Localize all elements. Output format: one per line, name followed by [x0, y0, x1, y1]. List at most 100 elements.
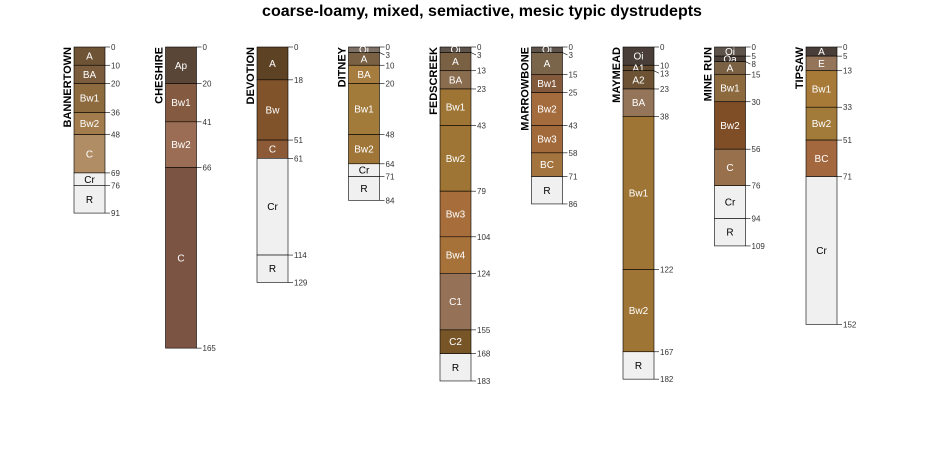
depth-label: 91 [111, 209, 120, 218]
profile-name: CHESHIRE [154, 47, 166, 104]
depth-label: 10 [111, 61, 120, 70]
profile-fedscreek: FEDSCREEK OiA BA Bw1 Bw2 Bw3 Bw4 C1 C2 R 03 13 23 43 7… [428, 43, 491, 386]
horizon-label: BA [632, 98, 646, 109]
depth-label: 51 [843, 136, 852, 145]
horizon-bc [805, 139, 838, 177]
horizon-label: Bw2 [720, 121, 740, 132]
depth-label: 76 [752, 182, 761, 191]
horizon-label: C [269, 145, 276, 156]
depth-label: 48 [386, 131, 395, 140]
depth-label: 0 [569, 43, 574, 52]
depth-label: 41 [203, 118, 212, 127]
horizon-label: C [726, 163, 733, 174]
depth-label: 25 [569, 89, 578, 98]
depth-label: 43 [477, 121, 486, 130]
depth-label: 5 [752, 52, 757, 61]
horizon-r [73, 185, 106, 214]
depth-label: 165 [203, 344, 217, 353]
profile-cheshire: CHESHIRE Ap Bw1 Bw2 C 0 20 41 66 165 [154, 43, 217, 353]
horizon-label: Bw4 [446, 251, 466, 262]
depth-label: 13 [477, 67, 486, 76]
profile-name: BANNERTOWN [62, 47, 74, 128]
horizon-bw2 [622, 269, 655, 353]
depth-label: 182 [660, 375, 674, 384]
depth-label: 124 [477, 269, 491, 278]
depth-label: 3 [477, 51, 482, 60]
horizon-label: Bw2 [354, 145, 374, 156]
horizon-r [348, 176, 380, 201]
horizon-label: Bw1 [171, 98, 191, 109]
depth-label: 61 [294, 154, 303, 163]
horizon-label: R [452, 363, 459, 374]
depth-label: 20 [386, 80, 395, 89]
horizon-bw1 [348, 83, 380, 135]
horizon-ap [165, 46, 197, 84]
depth-label: 0 [386, 43, 391, 52]
depth-label: 183 [477, 377, 491, 386]
depth-label: 0 [203, 43, 208, 52]
horizon-label: Oi [634, 52, 644, 63]
horizon-label: A [818, 47, 825, 58]
depth-label: 43 [569, 121, 578, 130]
horizon-label: BC [540, 160, 554, 171]
profile-devotion: DEVOTION A Bw C Cr R 0 18 51 61 114 129 [245, 43, 308, 287]
depth-tick [653, 70, 660, 74]
horizon-a [256, 46, 289, 81]
depth-label: 15 [752, 70, 761, 79]
horizon-label: Bw2 [537, 105, 557, 116]
depth-label: 0 [294, 43, 299, 52]
horizon-label: Bw1 [537, 79, 557, 90]
horizon-label: Bw1 [720, 84, 740, 95]
depth-label: 23 [477, 85, 486, 94]
depth-label: 71 [843, 173, 852, 182]
horizon-label: BA [357, 70, 371, 81]
depth-label: 51 [294, 136, 303, 145]
depth-label: 0 [660, 43, 665, 52]
horizon-label: Bw1 [812, 84, 832, 95]
depth-label: 18 [294, 76, 303, 85]
depth-label: 3 [569, 51, 574, 60]
horizon-bw1 [805, 70, 838, 108]
depth-label: 5 [843, 52, 848, 61]
depth-tick [470, 52, 477, 56]
horizon-label: Bw2 [446, 154, 466, 165]
depth-tick [745, 61, 751, 65]
horizon-bw1 [165, 83, 197, 123]
horizon-label: A1 [632, 63, 645, 74]
depth-label: 15 [569, 70, 578, 79]
horizon-c [714, 148, 746, 186]
horizon-label: Bw1 [446, 103, 466, 114]
depth-label: 20 [111, 80, 120, 89]
depth-label: 122 [660, 266, 674, 275]
profile-name: DITNEY [337, 46, 349, 87]
depth-label: 69 [111, 169, 120, 178]
depth-label: 168 [477, 350, 491, 359]
horizon-bw [256, 79, 289, 141]
horizon-label: R [86, 195, 93, 206]
depth-label: 86 [569, 200, 578, 209]
horizon-label: Bw2 [80, 119, 100, 130]
horizon-label: Cr [267, 202, 278, 213]
horizon-label: Bw3 [446, 209, 466, 220]
depth-label: 114 [294, 251, 307, 260]
profile-name: DEVOTION [245, 47, 257, 105]
horizon-label: C [177, 253, 184, 264]
chart-title: coarse-loamy, mixed, semiactive, mesic t… [262, 3, 702, 20]
horizon-bw2 [714, 101, 746, 150]
depth-tick [379, 52, 385, 56]
depth-label: 48 [111, 131, 120, 140]
horizon-label: R [543, 186, 550, 197]
horizon-r [439, 353, 472, 382]
profile-name: MAYMEAD [611, 47, 623, 103]
horizon-label: Cr [725, 198, 736, 209]
horizon-label: A [544, 59, 551, 70]
depth-label: 152 [843, 320, 857, 329]
horizon-label: Bw1 [354, 105, 374, 116]
horizon-label: A2 [632, 75, 645, 86]
horizon-label: C2 [449, 337, 462, 348]
horizon-cr [714, 185, 746, 219]
horizon-bw4 [439, 236, 472, 274]
